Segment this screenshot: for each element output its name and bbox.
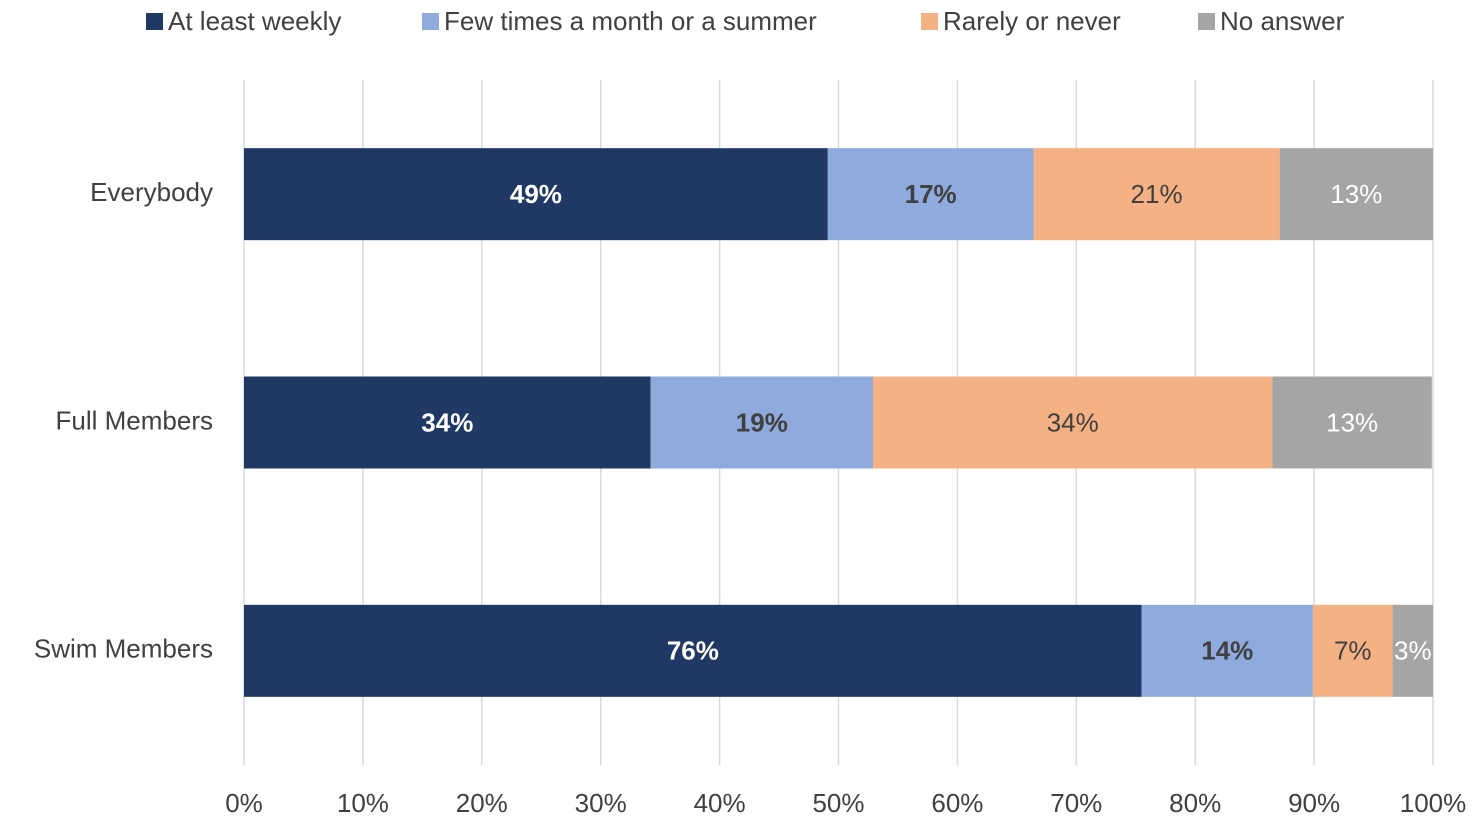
data-label: 13% bbox=[1330, 179, 1382, 209]
x-tick-label: 80% bbox=[1169, 788, 1221, 818]
bar-segment bbox=[244, 148, 828, 241]
x-tick-label: 70% bbox=[1050, 788, 1102, 818]
bar-segment bbox=[827, 148, 1034, 241]
data-label: 3% bbox=[1394, 636, 1432, 666]
data-label: 21% bbox=[1131, 179, 1183, 209]
legend-label: At least weekly bbox=[168, 6, 341, 36]
bar-segment bbox=[244, 604, 1142, 697]
x-tick-label: 0% bbox=[225, 788, 263, 818]
data-label: 14% bbox=[1201, 636, 1253, 666]
bar-segment bbox=[650, 376, 873, 469]
data-label: 49% bbox=[510, 179, 562, 209]
data-label: 7% bbox=[1334, 636, 1372, 666]
y-tick-label: Everybody bbox=[90, 177, 213, 207]
x-tick-label: 10% bbox=[337, 788, 389, 818]
bar-segment bbox=[1141, 604, 1313, 697]
data-label: 13% bbox=[1326, 407, 1378, 437]
y-tick-label: Swim Members bbox=[34, 634, 213, 664]
data-label: 17% bbox=[905, 179, 957, 209]
bar-segment bbox=[872, 376, 1273, 469]
bar-segment bbox=[1272, 376, 1432, 469]
legend-label: No answer bbox=[1220, 6, 1345, 36]
data-label: 34% bbox=[421, 407, 473, 437]
bar-segment bbox=[1312, 604, 1393, 697]
legend-label: Rarely or never bbox=[943, 6, 1121, 36]
x-tick-label: 60% bbox=[931, 788, 983, 818]
legend-swatch bbox=[422, 13, 439, 30]
legend-label: Few times a month or a summer bbox=[444, 6, 817, 36]
legend-swatch bbox=[1198, 13, 1215, 30]
bar-segment bbox=[1033, 148, 1280, 241]
x-tick-label: 20% bbox=[456, 788, 508, 818]
x-tick-label: 50% bbox=[812, 788, 864, 818]
bar-segment bbox=[1392, 604, 1433, 697]
legend-swatch bbox=[921, 13, 938, 30]
data-label: 34% bbox=[1047, 407, 1099, 437]
x-tick-label: 40% bbox=[694, 788, 746, 818]
legend-swatch bbox=[146, 13, 163, 30]
data-label: 76% bbox=[667, 636, 719, 666]
bar-segment bbox=[1279, 148, 1433, 241]
x-tick-label: 90% bbox=[1288, 788, 1340, 818]
x-tick-label: 100% bbox=[1400, 788, 1467, 818]
y-tick-label: Full Members bbox=[56, 405, 213, 435]
data-label: 19% bbox=[736, 407, 788, 437]
bar-segment bbox=[244, 376, 651, 469]
x-tick-label: 30% bbox=[575, 788, 627, 818]
